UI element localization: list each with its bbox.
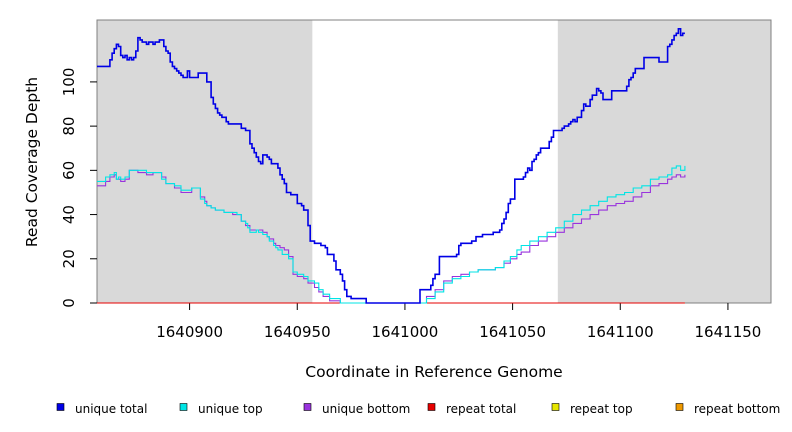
series-line-unique-top	[97, 165, 686, 304]
shaded-regions	[97, 20, 771, 303]
legend-swatch-unique-top	[179, 403, 188, 411]
y-tick-label-80: 80	[60, 117, 78, 136]
y-axis-label: Read Coverage Depth	[23, 77, 41, 247]
y-tick-label-60: 60	[60, 161, 78, 180]
legend-label-repeat-total: repeat total	[446, 402, 516, 416]
legend-label-unique-top: unique top	[198, 402, 263, 416]
legend-swatch-unique-total	[56, 403, 65, 411]
legend-swatch-repeat-total	[427, 403, 436, 411]
x-axis: 1640900 1640950 1641000 1641050 1641100 16411…	[156, 303, 761, 341]
x-tick-label-1641150: 1641150	[695, 323, 762, 341]
x-tick-label-1641050: 1641050	[479, 323, 546, 341]
x-tick-label-1640950: 1640950	[264, 323, 331, 341]
legend-label-repeat-top: repeat top	[570, 402, 633, 416]
legend-label-repeat-bottom: repeat bottom	[694, 402, 780, 416]
legend-label-unique-bottom: unique bottom	[322, 402, 410, 416]
shaded-region-1	[97, 20, 313, 303]
x-tick-label-1641000: 1641000	[372, 323, 439, 341]
legend-swatch-unique-bottom	[303, 403, 312, 411]
legend-swatch-repeat-top	[551, 403, 560, 411]
y-tick-label-100: 100	[60, 68, 78, 97]
y-tick-label-20: 20	[60, 249, 78, 268]
legend-swatch-repeat-bottom	[675, 403, 684, 411]
y-tick-label-40: 40	[60, 205, 78, 224]
x-axis-label: Coordinate in Reference Genome	[305, 363, 562, 381]
legend-label-unique-total: unique total	[75, 402, 147, 416]
y-axis: 0 20 40 60 80 100	[60, 68, 97, 308]
y-tick-label-0: 0	[60, 298, 78, 308]
series-lines	[97, 28, 686, 304]
x-tick-label-1641100: 1641100	[587, 323, 654, 341]
series-line-unique-total	[97, 28, 685, 304]
shaded-region-2	[557, 20, 771, 303]
legend: unique total unique top unique bottom repea…	[56, 402, 780, 416]
x-tick-label-1640900: 1640900	[156, 323, 223, 341]
